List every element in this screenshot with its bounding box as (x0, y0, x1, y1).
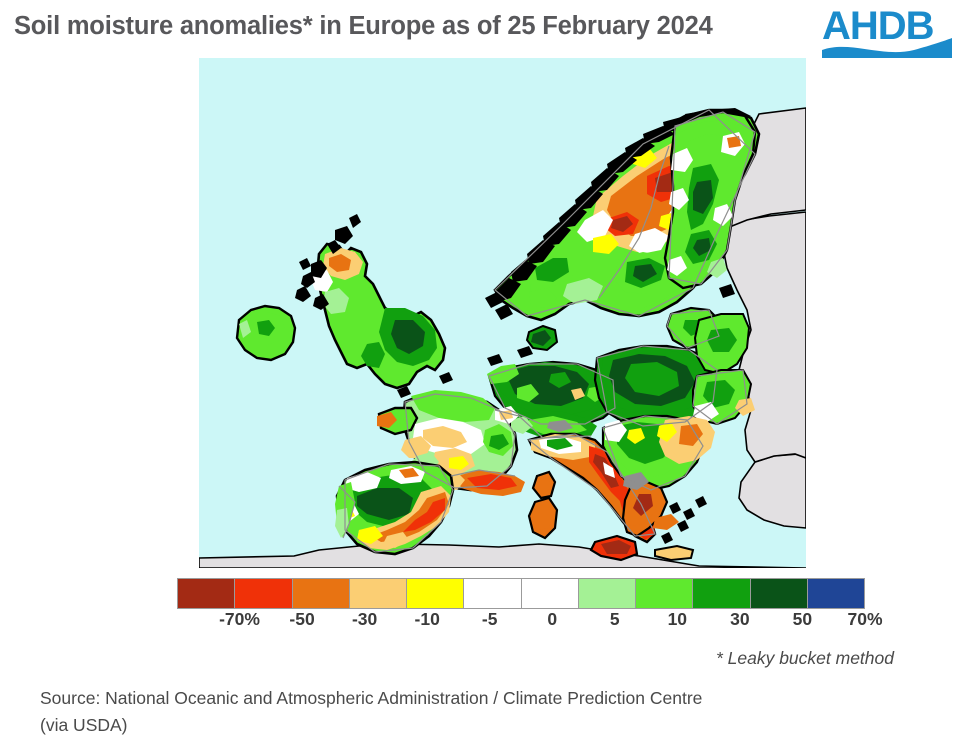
legend-tick-0: -70% (219, 609, 260, 629)
region-iberia (335, 460, 455, 556)
footnote-leaky-bucket: * Leaky bucket method (715, 648, 894, 668)
legend-swatch-9 (693, 579, 751, 608)
region-east-central-europe (593, 306, 755, 428)
legend-swatch-2 (292, 579, 350, 608)
legend: -70% -50 -30 -10 -5 0 5 10 30 50 70% (177, 578, 883, 634)
ahdb-wave-icon (822, 38, 952, 58)
legend-color-bar (177, 578, 865, 609)
legend-tick-5: 0 (547, 609, 558, 629)
legend-tick-9: 50 (792, 609, 813, 629)
legend-swatch-1 (235, 579, 293, 608)
region-great-britain (295, 214, 447, 390)
legend-tick-labels: -70% -50 -30 -10 -5 0 5 10 30 50 70% (177, 609, 882, 633)
map-internal-borders (338, 109, 756, 553)
page-title: Soil moisture anomalies* in Europe as of… (14, 12, 713, 40)
map-coastline-detail (397, 284, 735, 398)
legend-swatch-5 (464, 579, 522, 608)
legend-tick-2: -30 (351, 609, 378, 629)
legend-swatch-8 (636, 579, 694, 608)
legend-tick-4: -5 (481, 609, 498, 629)
legend-swatch-0 (178, 579, 236, 608)
legend-tick-6: 5 (609, 609, 620, 629)
legend-swatch-10 (750, 579, 808, 608)
region-central-europe (487, 360, 621, 440)
legend-swatch-6 (521, 579, 579, 608)
ahdb-logo: AHDB (822, 4, 952, 58)
legend-tick-10: 70% (847, 609, 883, 629)
legend-tick-7: 10 (667, 609, 688, 629)
source-note: Source: National Oceanic and Atmospheric… (40, 685, 940, 739)
source-line-1: Source: National Oceanic and Atmospheric… (40, 688, 703, 708)
europe-soil-moisture-map (199, 58, 806, 568)
legend-tick-1: -50 (289, 609, 315, 629)
page-header: Soil moisture anomalies* in Europe as of… (0, 0, 962, 58)
source-line-2: (via USDA) (40, 715, 128, 735)
legend-swatch-4 (407, 579, 465, 608)
map-figure (199, 58, 806, 568)
legend-tick-3: -10 (414, 609, 440, 629)
legend-swatch-7 (578, 579, 636, 608)
legend-tick-8: 30 (730, 609, 750, 629)
region-balkans (601, 414, 715, 562)
legend-swatch-3 (349, 579, 407, 608)
region-ireland (235, 304, 297, 362)
legend-swatch-11 (807, 579, 864, 608)
ahdb-logo-wordmark: AHDB (822, 4, 934, 48)
